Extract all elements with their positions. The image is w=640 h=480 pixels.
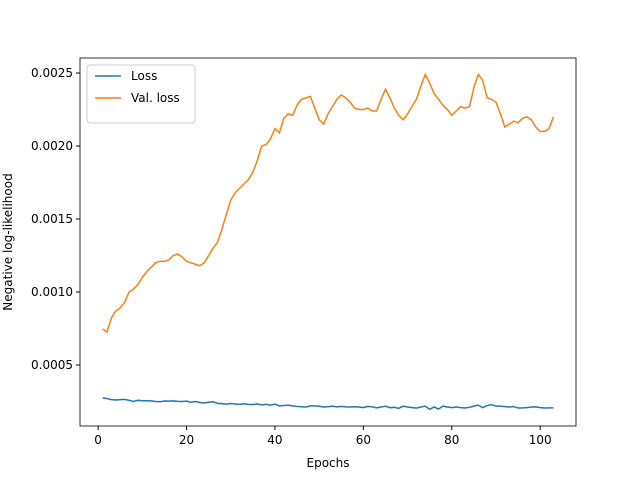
x-tick-label: 100	[529, 433, 552, 447]
y-tick-label: 0.0005	[31, 358, 73, 372]
legend-label: Loss	[131, 69, 157, 83]
y-axis-label: Negative log-likelihood	[1, 173, 15, 310]
x-tick-label: 40	[267, 433, 282, 447]
y-tick-label: 0.0015	[31, 212, 73, 226]
y-tick-label: 0.0025	[31, 66, 73, 80]
y-tick-label: 0.0020	[31, 139, 73, 153]
x-axis-label: Epochs	[307, 456, 350, 470]
legend-box	[86, 64, 196, 124]
plot-frame	[79, 57, 577, 427]
x-tick-label: 0	[94, 433, 102, 447]
y-tick-label: 0.0010	[31, 285, 73, 299]
x-tick-label: 20	[179, 433, 194, 447]
legend-label: Val. loss	[131, 91, 180, 105]
x-tick-label: 80	[444, 433, 459, 447]
x-tick-label: 60	[356, 433, 371, 447]
data-line	[102, 397, 554, 411]
data-line	[102, 72, 555, 334]
